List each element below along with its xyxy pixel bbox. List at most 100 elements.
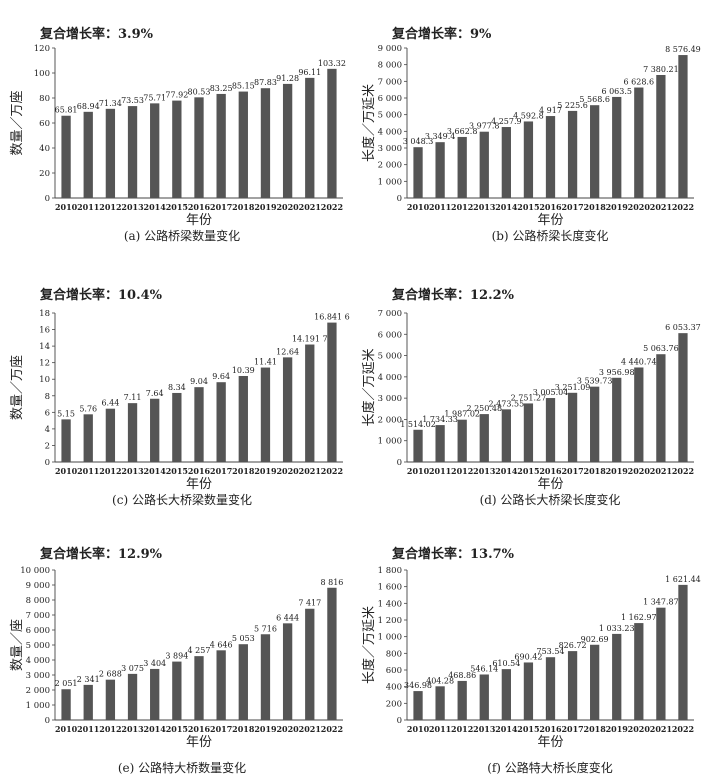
x-axis-title: 年份: [537, 213, 563, 228]
bar: [238, 375, 248, 462]
y-tick-label: 4 000: [378, 127, 402, 137]
x-tick-label: 2019: [254, 202, 277, 212]
x-axis-title: 年份: [186, 213, 212, 228]
data-label: 1 162.97: [621, 613, 657, 622]
data-label: 2 250.48: [466, 404, 502, 413]
y-tick-label: 5 000: [26, 641, 50, 651]
x-tick-label: 2014: [144, 466, 167, 476]
x-tick-label: 2017: [210, 466, 232, 476]
x-tick-label: 2019: [254, 724, 277, 734]
x-tick-label: 2011: [429, 724, 451, 734]
y-axis-title: 数量／座: [10, 619, 25, 671]
bar: [105, 408, 116, 462]
bar: [479, 131, 489, 198]
bar: [282, 357, 293, 462]
bar: [590, 105, 600, 198]
bar: [305, 77, 315, 198]
y-tick-label: 8 000: [378, 61, 402, 71]
bar: [305, 344, 315, 462]
x-tick-label: 2022: [321, 202, 343, 212]
chart-caption: (b) 公路桥梁长度变化: [492, 228, 609, 243]
x-tick-label: 2022: [672, 202, 694, 212]
y-tick-label: 7 000: [378, 309, 402, 319]
data-label: 3 977.8: [469, 122, 500, 131]
x-tick-label: 2021: [650, 202, 672, 212]
x-tick-label: 2013: [473, 724, 496, 734]
data-label: 71.34: [99, 99, 122, 108]
data-label: 8.34: [168, 383, 186, 392]
bar: [238, 91, 248, 198]
data-label: 9.04: [190, 377, 208, 386]
chart-panel-d: 复合增长率：12.2% 0 1 000 2 000 3 000 4 000 5 000 6 0…: [361, 287, 701, 507]
chart-panel-c: 复合增长率：10.4% 0 2 4 6 8 10 12 14 16 18 5.15 2010 5.76 20…: [10, 287, 350, 507]
x-tick-label: 2011: [77, 202, 99, 212]
x-tick-label: 2021: [650, 724, 672, 734]
x-tick-label: 2016: [539, 724, 562, 734]
data-label: 5 063.76: [643, 344, 679, 353]
x-tick-label: 2021: [650, 466, 672, 476]
data-label: 5 568.6: [579, 95, 610, 104]
data-label: 65.81: [55, 106, 78, 115]
bar: [656, 74, 666, 198]
x-tick-label: 2010: [407, 724, 430, 734]
x-tick-label: 2010: [55, 466, 78, 476]
y-tick-label: 9 000: [26, 581, 50, 591]
data-label: 1 514.02: [400, 420, 436, 429]
y-axis-title: 长度／万延米: [361, 348, 377, 426]
bar: [172, 661, 182, 720]
data-label: 85.15: [232, 82, 255, 91]
y-tick-label: 3 000: [26, 671, 50, 681]
x-tick-label: 2014: [495, 724, 518, 734]
bar: [105, 679, 116, 720]
bar: [479, 414, 489, 462]
data-label: 826.72: [559, 641, 587, 650]
data-label: 3 956.98: [599, 368, 635, 377]
growth-rate-label: 复合增长率：9%: [391, 26, 492, 42]
bar: [61, 689, 71, 720]
x-tick-label: 2011: [77, 724, 99, 734]
bar: [545, 398, 556, 462]
y-axis-title: 数量／万座: [10, 355, 25, 420]
y-tick-label: 0: [397, 194, 402, 204]
bar: [260, 634, 271, 720]
x-tick-label: 2022: [321, 724, 343, 734]
data-label: 546.14: [470, 664, 498, 673]
x-axis-title: 年份: [537, 477, 563, 492]
x-tick-label: 2019: [606, 202, 629, 212]
bar: [260, 88, 271, 198]
x-tick-label: 2018: [232, 202, 255, 212]
x-tick-label: 2014: [144, 202, 167, 212]
y-tick-label: 1 000: [26, 701, 50, 711]
bar: [305, 608, 315, 720]
bar: [435, 425, 445, 462]
data-label: 468.86: [448, 671, 476, 680]
bar: [501, 409, 511, 462]
data-label: 1 033.23: [599, 624, 635, 633]
y-tick-label: 0: [397, 716, 402, 726]
bar: [127, 403, 138, 462]
data-label: 80.53: [188, 87, 211, 96]
y-tick-label: 2 000: [378, 415, 402, 425]
data-label: 5.76: [79, 404, 97, 413]
data-label: 4 257.9: [491, 117, 522, 126]
x-tick-label: 2020: [628, 202, 651, 212]
bar: [435, 142, 445, 198]
bar: [590, 386, 600, 462]
bar: [172, 392, 182, 462]
data-label: 1 987.02: [444, 410, 480, 419]
bar: [105, 108, 116, 198]
x-tick-label: 2022: [672, 466, 694, 476]
y-tick-label: 6 000: [378, 330, 402, 340]
data-label: 4 646: [210, 640, 233, 649]
bar: [678, 333, 688, 462]
y-tick-label: 120: [34, 44, 50, 54]
x-axis-title: 年份: [537, 735, 563, 750]
bar: [567, 392, 578, 462]
y-tick-label: 7 000: [26, 611, 50, 621]
data-label: 7.64: [146, 389, 164, 398]
x-tick-label: 2015: [517, 202, 539, 212]
bar: [435, 686, 445, 720]
growth-rate-label: 复合增长率：3.9%: [39, 26, 154, 42]
bar: [194, 387, 204, 462]
bar: [590, 644, 600, 720]
